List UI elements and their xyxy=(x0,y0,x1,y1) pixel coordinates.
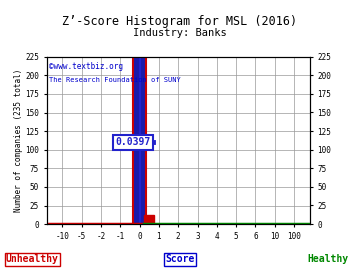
Text: 0.0397: 0.0397 xyxy=(115,137,150,147)
Bar xyxy=(144,215,154,224)
Text: The Research Foundation of SUNY: The Research Foundation of SUNY xyxy=(49,77,181,83)
Y-axis label: Number of companies (235 total): Number of companies (235 total) xyxy=(14,69,23,212)
Text: Industry: Banks: Industry: Banks xyxy=(133,28,227,38)
Text: Score: Score xyxy=(165,254,195,264)
Text: Healthy: Healthy xyxy=(307,254,348,264)
Text: Z’-Score Histogram for MSL (2016): Z’-Score Histogram for MSL (2016) xyxy=(62,15,298,28)
Bar xyxy=(133,57,146,224)
Text: Unhealthy: Unhealthy xyxy=(6,254,59,264)
Text: ©www.textbiz.org: ©www.textbiz.org xyxy=(49,62,123,71)
